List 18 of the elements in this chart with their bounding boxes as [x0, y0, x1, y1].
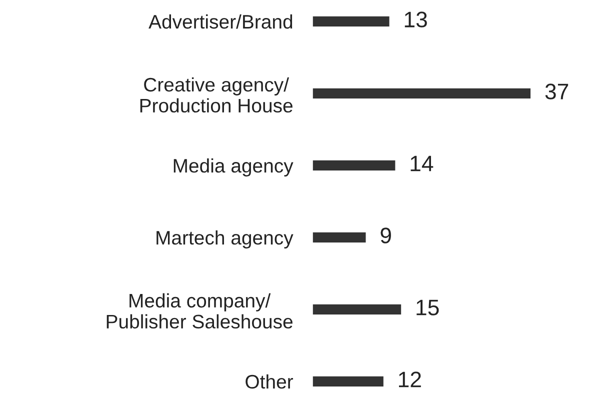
y-tick-label: Other [246, 374, 294, 389]
data-label: 13 [404, 12, 427, 28]
data-label: 14 [410, 156, 434, 172]
y-tick-label: Martech agency [156, 230, 294, 249]
bar [312, 376, 384, 386]
bar [312, 304, 402, 314]
data-label: 9 [380, 228, 391, 244]
bar [312, 16, 390, 26]
data-label: 37 [545, 84, 568, 100]
data-label: 15 [416, 300, 439, 316]
data-label: 12 [399, 372, 421, 388]
y-tick-label: Creative agency/ Production House [140, 77, 292, 113]
y-tick-label: Media company/ Publisher Saleshouse [106, 293, 292, 329]
bar [312, 88, 531, 98]
bar [312, 160, 396, 170]
bar [312, 232, 366, 242]
y-tick-label: Advertiser/Brand [148, 14, 292, 29]
y-tick-label: Media agency [174, 158, 294, 177]
